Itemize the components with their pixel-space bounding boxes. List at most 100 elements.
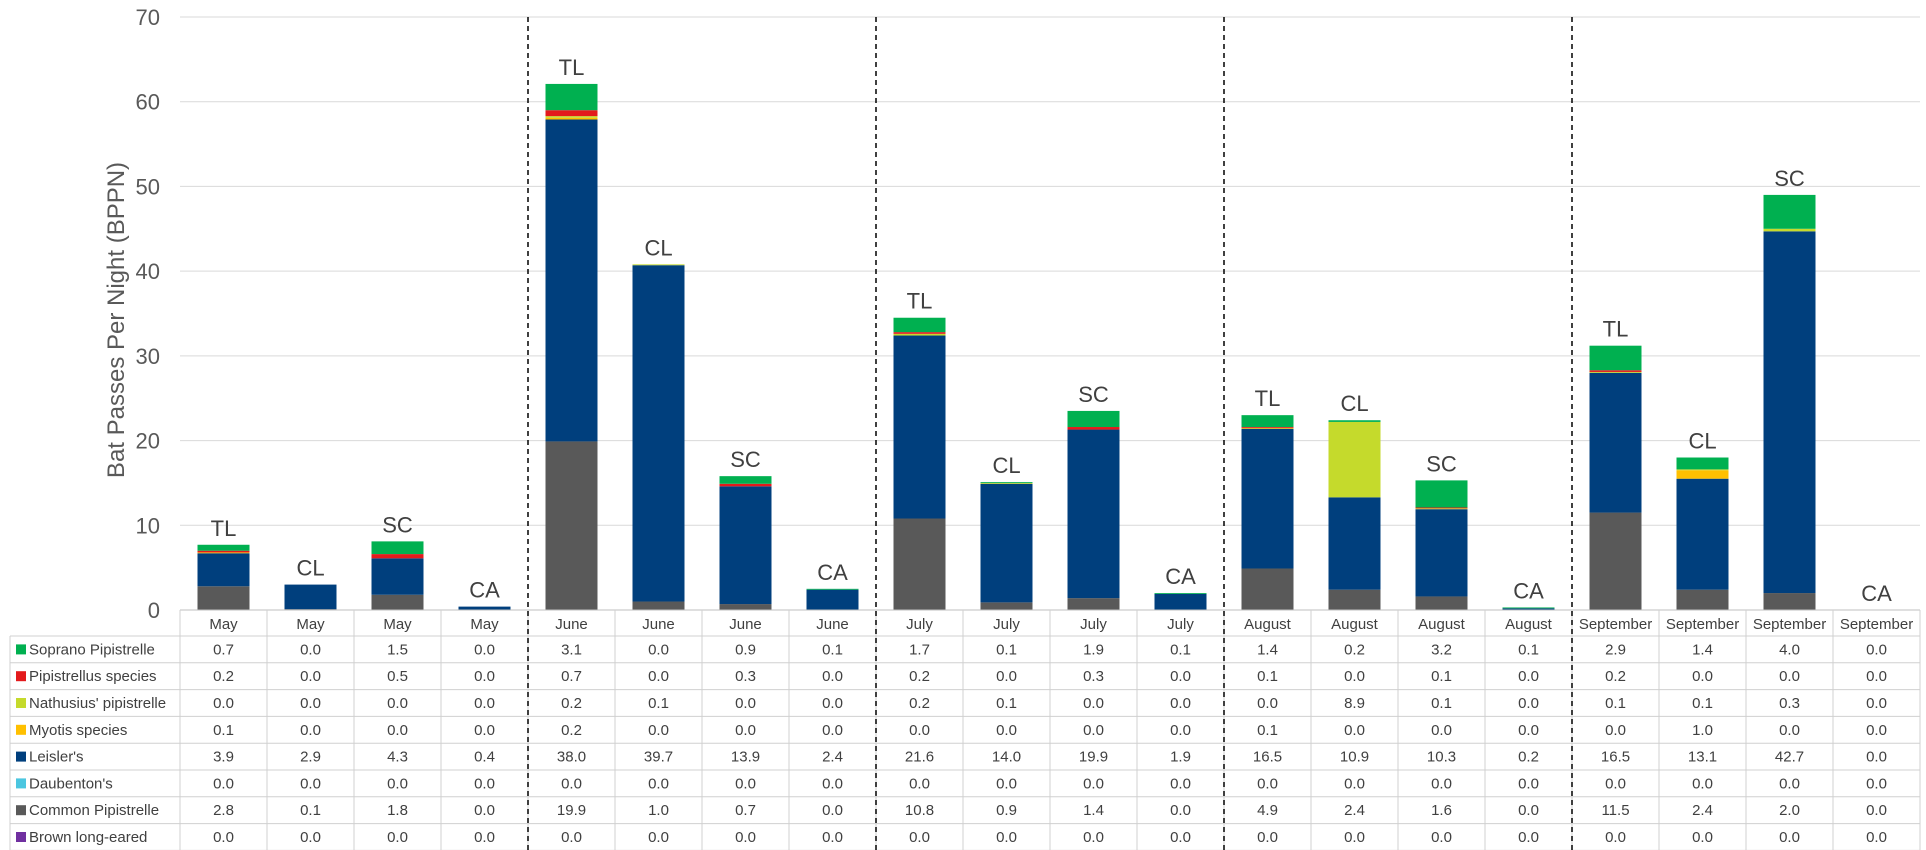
bar-segment-nathusius-pipistrelle [1415,508,1468,510]
bar-segment-pipistrellus-species [1241,427,1294,428]
table-cell-value: 1.9 [1083,641,1104,658]
table-cell-value: 1.6 [1431,802,1452,819]
table-cell-value: 2.9 [1605,641,1626,658]
bar-segment-pipistrellus-species [371,554,424,559]
table-cell-value: 0.0 [1866,695,1887,712]
table-cell-value: 0.0 [1170,775,1191,792]
table-cell-value: 0.1 [1692,695,1713,712]
table-cell-value: 21.6 [905,749,934,766]
y-tick-label: 10 [136,513,160,538]
table-cell-value: 1.5 [387,641,408,658]
table-cell-value: 0.0 [909,829,930,846]
legend-swatch [16,724,26,735]
table-cell-value: 1.0 [648,802,669,819]
table-cell-value: 0.0 [648,775,669,792]
table-cell-value: 0.0 [735,695,756,712]
table-cell-value: 0.1 [1170,641,1191,658]
table-cell-value: 0.0 [1344,829,1365,846]
table-cell-value: 0.1 [300,802,321,819]
legend-entry: Common Pipistrelle [29,802,159,819]
table-cell-value: 0.0 [1518,829,1539,846]
bar-segment-soprano-pipistrelle [1676,457,1729,470]
bar-site-label: TL [1603,317,1629,342]
bar-site-label: CA [1861,581,1892,606]
table-cell-value: 0.0 [1692,775,1713,792]
table-month-header: May [209,616,238,633]
bar-site-label: CL [1688,429,1716,454]
table-month-header: September [1840,616,1913,633]
table-cell-value: 0.0 [648,668,669,685]
legend-entry: Brown long-eared [29,829,147,846]
table-month-header: June [642,616,675,633]
legend-entry: Soprano Pipistrelle [29,641,155,658]
table-cell-value: 0.0 [1257,775,1278,792]
table-cell-value: 0.0 [1518,722,1539,739]
bar-segment-soprano-pipistrelle [893,317,946,333]
table-cell-value: 0.0 [387,722,408,739]
bar-segment-soprano-pipistrelle [1763,194,1816,229]
table-cell-value: 0.4 [474,749,495,766]
table-cell-value: 1.4 [1083,802,1104,819]
bar-segment-nathusius-pipistrelle [893,333,946,336]
table-cell-value: 0.0 [1779,829,1800,846]
table-cell-value: 0.0 [561,829,582,846]
bar-segment-common-pipistrelle [980,602,1033,610]
table-cell-value: 0.0 [474,775,495,792]
bar-segment-leisler-s [284,584,337,610]
bar-segment-nathusius-pipistrelle [632,264,685,266]
table-cell-value: 11.5 [1601,802,1629,819]
table-cell-value: 0.0 [1344,775,1365,792]
legend-swatch [16,751,26,762]
bar-site-label: SC [382,512,413,537]
bar-site-label: CA [1165,564,1196,589]
bar-segment-leisler-s [632,265,685,602]
table-cell-value: 0.1 [1431,668,1452,685]
table-cell-value: 0.0 [387,695,408,712]
table-cell-value: 0.9 [996,802,1017,819]
bar-segment-leisler-s [458,606,511,610]
table-month-header: June [729,616,762,633]
bar-site-label: CL [644,235,672,260]
bar-segment-nathusius-pipistrelle [1676,469,1729,471]
table-month-header: July [1080,616,1107,633]
table-cell-value: 0.0 [474,722,495,739]
table-cell-value: 1.9 [1170,749,1191,766]
table-cell-value: 0.0 [1866,641,1887,658]
table-month-header: July [1167,616,1194,633]
bar-segment-leisler-s [980,483,1033,603]
table-cell-value: 0.0 [822,695,843,712]
table-cell-value: 1.8 [387,802,408,819]
bar-segment-leisler-s [1415,509,1468,597]
bar-segment-common-pipistrelle [1328,589,1381,610]
table-cell-value: 0.0 [1692,668,1713,685]
table-cell-value: 0.0 [300,668,321,685]
table-cell-value: 0.0 [822,802,843,819]
table-cell-value: 0.2 [561,695,582,712]
table-cell-value: 0.2 [909,695,930,712]
table-cell-value: 0.0 [213,775,234,792]
legend-swatch [16,644,26,655]
bar-segment-common-pipistrelle [1067,598,1120,610]
bar-site-label: SC [1774,166,1805,191]
legend-swatch [16,805,26,816]
legend-swatch [16,698,26,708]
table-cell-value: 0.0 [1866,668,1887,685]
table-cell-value: 39.7 [644,749,673,766]
table-cell-value: 0.1 [996,695,1017,712]
table-cell-value: 0.0 [1518,775,1539,792]
y-tick-label: 0 [148,598,160,623]
table-cell-value: 0.0 [1518,668,1539,685]
table-month-header: July [993,616,1020,633]
table-month-header: July [906,616,933,633]
bar-segment-leisler-s [1328,497,1381,590]
table-cell-value: 0.1 [1431,695,1452,712]
table-month-header: May [383,616,412,633]
table-month-header: August [1418,616,1466,633]
bar-segment-leisler-s [1763,231,1816,594]
table-cell-value: 0.0 [300,722,321,739]
table-cell-value: 42.7 [1775,749,1804,766]
table-cell-value: 0.0 [1170,722,1191,739]
bar-segment-soprano-pipistrelle [719,476,772,484]
y-tick-label: 20 [136,429,160,454]
